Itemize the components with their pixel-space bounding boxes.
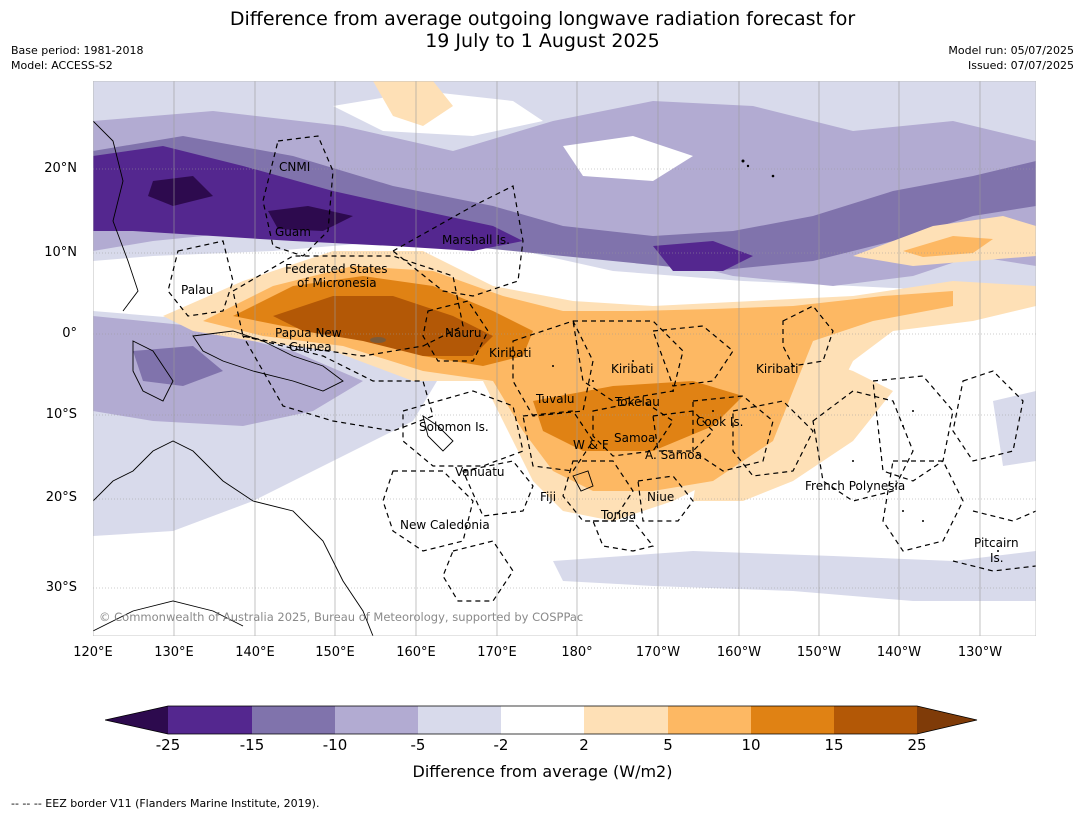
colorbar-cell-8: [751, 706, 834, 734]
colorbar-tick-10: 25: [907, 736, 927, 754]
anomaly-n-darkest: [148, 176, 353, 231]
colorbar-below: [105, 706, 168, 734]
model-run: Model run: 05/07/2025: [948, 44, 1074, 57]
label-tuvalu: Tuvalu: [535, 392, 575, 406]
meta-left: Base period: 1981-2018 Model: ACCESS-S2: [11, 43, 143, 73]
lon-label-130e: 130°E: [154, 645, 194, 660]
label-kiribati-e: Kiribati: [756, 362, 798, 376]
label-png-2: Guinea: [289, 340, 332, 354]
lon-label-170w: 170°W: [635, 645, 681, 660]
anomaly-s-lavender-4: [553, 551, 1036, 601]
lon-label-140w: 140°W: [876, 645, 922, 660]
label-nauru: Nauru: [445, 326, 481, 340]
label-solomon: Solomon Is.: [419, 420, 489, 434]
meridians: [93, 81, 981, 636]
issued-date: Issued: 07/07/2025: [967, 59, 1074, 72]
label-tokelau: Tokelau: [614, 395, 660, 409]
base-period: Base period: 1981-2018: [11, 44, 144, 57]
anomaly-s-lavender-3: [133, 346, 223, 386]
label-samoa: Samoa: [614, 431, 655, 445]
colorbar-label: Difference from average (W/m2): [412, 762, 673, 781]
label-fiji: Fiji: [540, 490, 556, 504]
anomaly-n-orange-1: [373, 81, 453, 126]
label-wf: W & F: [573, 438, 609, 452]
lat-label-0: 0°: [62, 326, 77, 341]
lat-label-10s: 10°S: [45, 407, 77, 422]
colorbar-cell-9: [834, 706, 917, 734]
label-guam: Guam: [275, 225, 311, 239]
colorbar-tick-3: -10: [322, 736, 348, 754]
anomaly-n-deep-2: [653, 241, 753, 271]
label-asamoa: A. Samoa: [645, 448, 702, 462]
lat-label-10n: 10°N: [44, 245, 77, 260]
eez-borders: [167, 135, 1036, 602]
lon-label-140e: 140°E: [235, 645, 275, 660]
label-palau: Palau: [181, 283, 213, 297]
map-area: CNMI Guam Marshall Is. Federated States …: [93, 81, 1036, 636]
label-marshall: Marshall Is.: [442, 233, 510, 247]
label-fsm-2: of Micronesia: [297, 276, 377, 290]
lon-label-130w: 130°W: [957, 645, 1003, 660]
colorbar-cell-7: [668, 706, 751, 734]
label-vanuatu: Vanuatu: [455, 465, 505, 479]
colorbar-tick-6: 2: [579, 736, 589, 754]
anomaly-n-white-4: [563, 136, 693, 181]
copyright-notice: © Commonwealth of Australia 2025, Bureau…: [99, 610, 583, 624]
model-name: Model: ACCESS-S2: [11, 59, 113, 72]
label-niue: Niue: [647, 490, 674, 504]
lon-label-150w: 150°W: [796, 645, 842, 660]
colorbar-tick-7: 5: [663, 736, 673, 754]
lon-label-180: 180°: [561, 645, 593, 660]
gridlines: [93, 168, 1036, 589]
anomaly-n-deep: [93, 146, 523, 251]
colorbar: [104, 700, 985, 740]
colorbar-cell-1: [168, 706, 252, 734]
colorbar-cell-2: [252, 706, 335, 734]
label-png-1: Papua New: [275, 326, 342, 340]
colorbar-tick-1: -25: [155, 736, 181, 754]
lon-label-120e: 120°E: [73, 645, 113, 660]
lon-label-160w: 160°W: [716, 645, 762, 660]
colorbar-cell-3: [335, 706, 418, 734]
lon-label-160e: 160°E: [396, 645, 436, 660]
lat-label-20n: 20°N: [44, 161, 77, 176]
map-title: Difference from average outgoing longwav…: [0, 8, 1085, 52]
islands: [370, 159, 999, 552]
label-kiribati-c: Kiribati: [611, 362, 653, 376]
title-line-2: 19 July to 1 August 2025: [425, 30, 660, 52]
anomaly-n-orange-2b: [903, 236, 993, 257]
meta-right: Model run: 05/07/2025 Issued: 07/07/2025: [948, 43, 1074, 73]
map-svg: CNMI Guam Marshall Is. Federated States …: [93, 81, 1036, 636]
colorbar-tick-5: -2: [493, 736, 509, 754]
lon-label-150e: 150°E: [315, 645, 355, 660]
lat-label-20s: 20°S: [45, 490, 77, 505]
label-cook: Cook Is.: [696, 415, 743, 429]
label-cnmi: CNMI: [279, 160, 310, 174]
colorbar-tick-2: -15: [239, 736, 265, 754]
eez-footnote: -- -- -- EEZ border V11 (Flanders Marine…: [11, 797, 320, 810]
title-line-1: Difference from average outgoing longwav…: [229, 8, 856, 30]
label-new-caledonia: New Caledonia: [400, 518, 490, 532]
colorbar-tick-9: 15: [824, 736, 844, 754]
colorbar-above: [917, 706, 977, 734]
colorbar-cell-5: [501, 706, 584, 734]
lon-label-170e: 170°E: [477, 645, 517, 660]
anomaly-s-lavender-5: [993, 391, 1036, 466]
anomaly-eq-dark: [273, 296, 493, 356]
anomaly-s-lavender-2: [93, 316, 363, 426]
label-kiribati-w: Kiribati: [489, 346, 531, 360]
label-french-polynesia: French Polynesia: [805, 479, 905, 493]
colorbar-cell-6: [584, 706, 668, 734]
label-tonga: Tonga: [600, 508, 636, 522]
colorbar-tick-8: 10: [741, 736, 761, 754]
colorbar-cell-4: [418, 706, 501, 734]
label-pitcairn-1: Pitcairn: [974, 536, 1019, 550]
colorbar-svg: [104, 705, 978, 735]
colorbar-tick-4: -5: [410, 736, 426, 754]
label-pitcairn-2: Is.: [990, 551, 1004, 565]
anomaly-n-dark: [93, 136, 1036, 271]
lat-label-30s: 30°S: [45, 580, 77, 595]
label-fsm-1: Federated States: [285, 262, 387, 276]
